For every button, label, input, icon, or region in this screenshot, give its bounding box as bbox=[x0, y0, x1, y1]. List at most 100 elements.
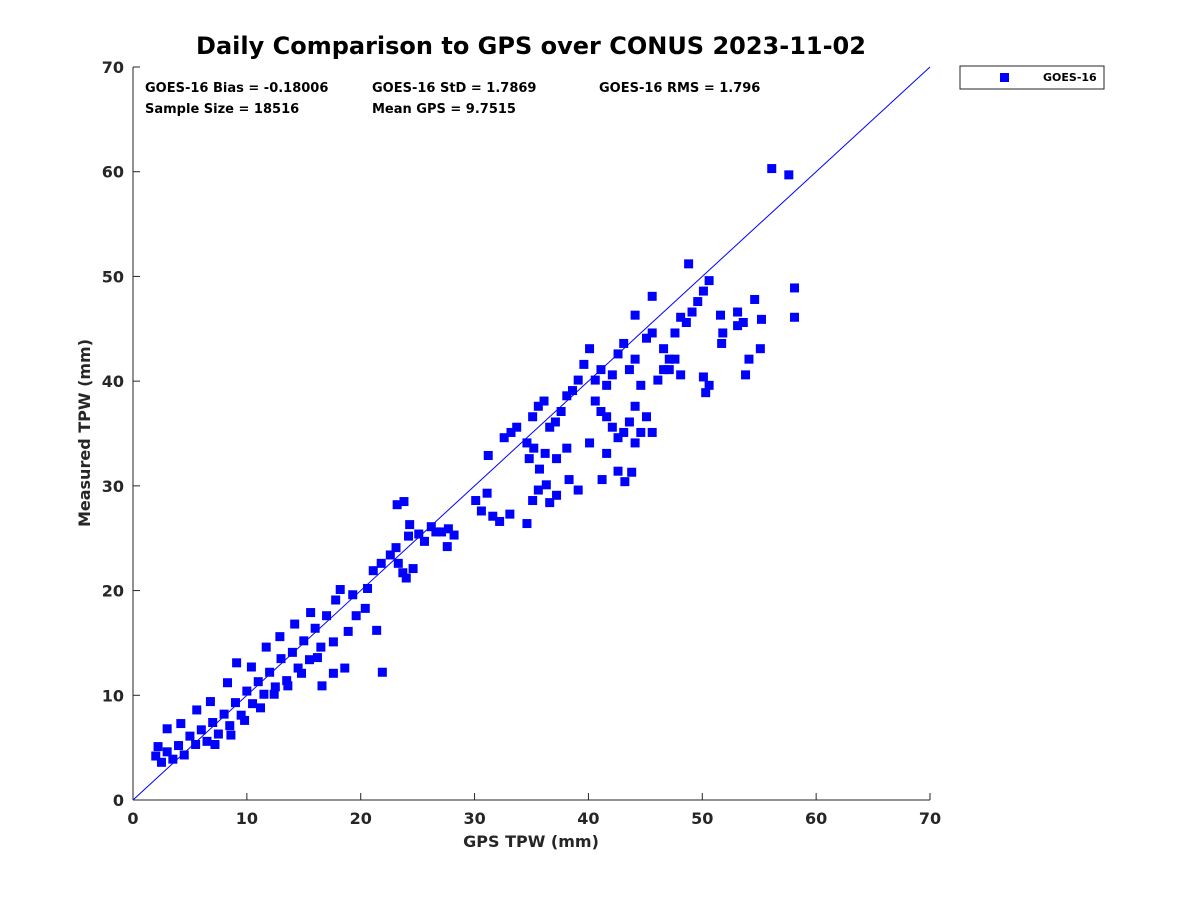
data-point bbox=[287, 647, 297, 657]
data-point bbox=[550, 417, 560, 427]
data-point bbox=[270, 682, 280, 692]
data-point bbox=[506, 427, 516, 437]
data-point bbox=[442, 542, 452, 552]
data-point bbox=[426, 522, 436, 532]
data-point bbox=[704, 276, 714, 286]
data-point bbox=[636, 380, 646, 390]
data-point bbox=[624, 417, 634, 427]
data-point bbox=[168, 754, 178, 764]
y-axis-label: Measured TPW (mm) bbox=[75, 339, 94, 527]
data-point bbox=[562, 391, 572, 401]
data-point bbox=[607, 370, 617, 380]
data-point bbox=[733, 321, 743, 331]
x-tick-label: 20 bbox=[350, 809, 372, 828]
data-point bbox=[196, 725, 206, 735]
stat-sample-size: Sample Size = 18516 bbox=[145, 102, 299, 117]
stat-std: GOES-16 StD = 1.7869 bbox=[372, 81, 536, 96]
data-point bbox=[253, 677, 263, 687]
data-point bbox=[449, 530, 459, 540]
data-point bbox=[693, 297, 703, 307]
data-point bbox=[297, 668, 307, 678]
data-point bbox=[528, 412, 538, 422]
data-point bbox=[322, 611, 332, 621]
data-point bbox=[602, 412, 612, 422]
data-point bbox=[590, 396, 600, 406]
data-point bbox=[524, 454, 534, 464]
data-point bbox=[377, 667, 387, 677]
data-point bbox=[340, 663, 350, 673]
data-point bbox=[213, 729, 223, 739]
y-tick-label: 30 bbox=[102, 477, 124, 496]
x-tick-label: 50 bbox=[691, 809, 713, 828]
data-point bbox=[408, 564, 418, 574]
data-point bbox=[630, 310, 640, 320]
data-point bbox=[790, 283, 800, 293]
legend-marker-goes-16 bbox=[1000, 73, 1009, 82]
data-point bbox=[191, 740, 201, 750]
data-point bbox=[495, 516, 505, 526]
y-axis-ticks: 0 10 20 30 40 50 60 70 bbox=[102, 58, 140, 810]
data-point bbox=[573, 375, 583, 385]
data-point bbox=[223, 678, 233, 688]
data-point bbox=[174, 741, 184, 751]
data-point bbox=[306, 608, 316, 618]
data-point bbox=[185, 731, 195, 741]
data-point bbox=[540, 448, 550, 458]
data-point bbox=[476, 506, 486, 516]
data-point bbox=[246, 662, 256, 672]
x-axis-label: GPS TPW (mm) bbox=[463, 832, 599, 851]
y-tick-label: 50 bbox=[102, 267, 124, 286]
data-point bbox=[567, 386, 577, 396]
data-point bbox=[704, 380, 714, 390]
legend-label-goes-16: GOES-16 bbox=[1043, 71, 1097, 84]
data-point bbox=[283, 681, 293, 691]
data-point bbox=[564, 475, 574, 485]
data-point bbox=[597, 475, 607, 485]
data-point bbox=[579, 359, 589, 369]
data-point bbox=[471, 496, 481, 506]
data-point bbox=[265, 667, 275, 677]
data-point bbox=[293, 663, 303, 673]
data-point bbox=[756, 314, 766, 324]
data-point bbox=[310, 623, 320, 633]
data-point bbox=[368, 566, 378, 576]
data-point bbox=[401, 573, 411, 583]
data-point bbox=[248, 699, 258, 709]
data-point bbox=[348, 590, 358, 600]
data-point bbox=[562, 443, 572, 453]
data-point bbox=[276, 654, 286, 664]
data-point bbox=[755, 344, 765, 354]
data-point bbox=[556, 407, 566, 417]
x-tick-label: 10 bbox=[236, 809, 258, 828]
data-point bbox=[282, 676, 292, 686]
x-tick-label: 0 bbox=[127, 809, 138, 828]
data-point bbox=[376, 558, 386, 568]
data-point bbox=[151, 751, 161, 761]
data-point bbox=[391, 543, 401, 553]
data-point bbox=[620, 477, 630, 487]
data-point bbox=[733, 307, 743, 317]
data-point bbox=[585, 438, 595, 448]
data-point bbox=[670, 328, 680, 338]
data-point bbox=[179, 750, 189, 760]
data-point bbox=[613, 349, 623, 359]
data-point bbox=[261, 642, 271, 652]
data-point bbox=[236, 710, 246, 720]
data-point bbox=[624, 365, 634, 375]
data-point bbox=[670, 354, 680, 364]
data-point bbox=[664, 365, 674, 375]
data-point bbox=[192, 705, 202, 715]
y-tick-label: 40 bbox=[102, 372, 124, 391]
data-point bbox=[636, 427, 646, 437]
data-point bbox=[659, 365, 669, 375]
data-point bbox=[360, 603, 370, 613]
data-point bbox=[573, 485, 583, 495]
data-point bbox=[205, 697, 215, 707]
data-point bbox=[343, 626, 353, 636]
data-point bbox=[607, 422, 617, 432]
y-tick-label: 60 bbox=[102, 163, 124, 182]
data-point bbox=[681, 318, 691, 328]
data-point bbox=[790, 312, 800, 322]
points-layer bbox=[151, 164, 800, 767]
x-tick-label: 30 bbox=[463, 809, 485, 828]
